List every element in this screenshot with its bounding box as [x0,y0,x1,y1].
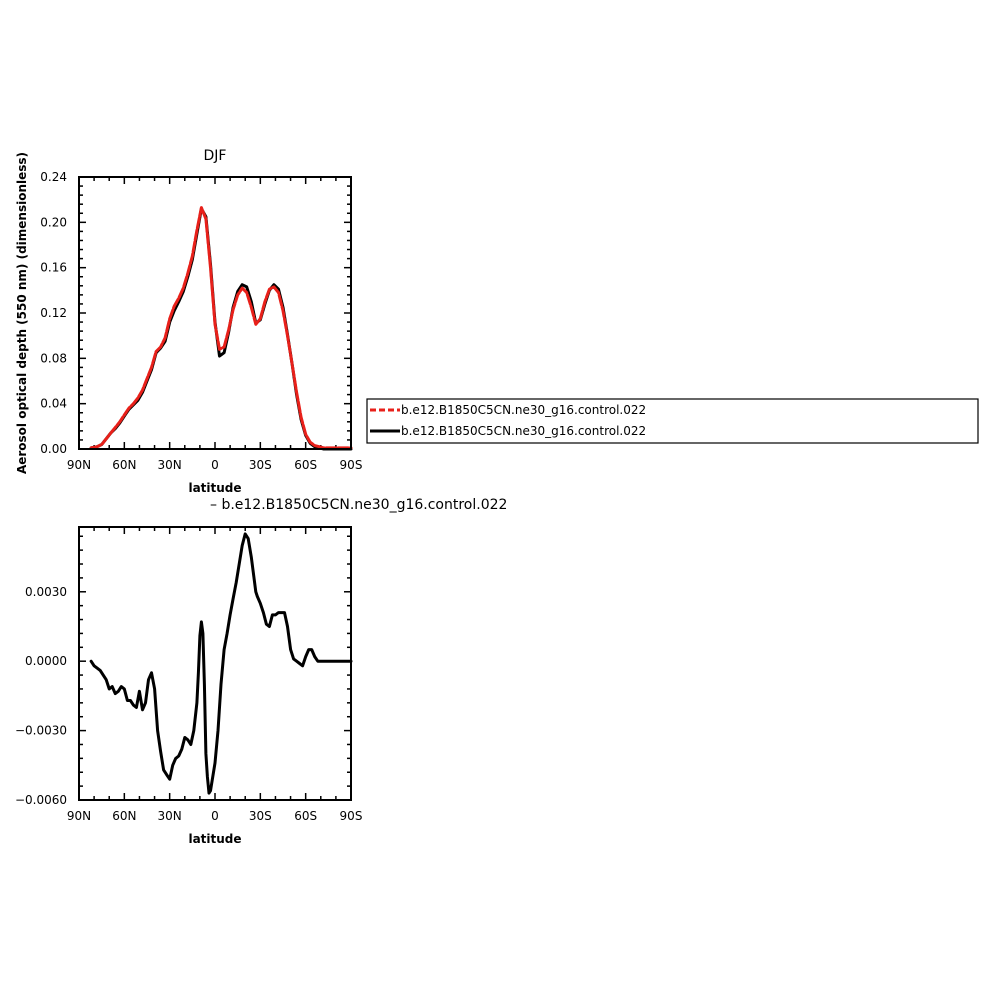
bottom-y-ticks: −0.0060 −0.0030 0.0000 0.0030 [15,535,351,807]
x-tick-label: 30S [249,458,272,472]
x-tick-label: 90N [67,458,91,472]
x-tick-label: 60S [294,809,317,823]
bottom-series-lines [89,532,353,795]
y-tick-label: 0.0000 [25,654,67,668]
y-tick-label: −0.0060 [15,793,67,807]
x-tick-label: 60N [112,809,136,823]
bottom-x-axis-label: latitude [188,832,241,846]
bottom-plot-frame [78,526,352,801]
bottom-panel: – b.e12.B1850C5CN.ne30_g16.control.022 −… [15,497,507,846]
legend-label-1: b.e12.B1850C5CN.ne30_g16.control.022 [401,424,646,438]
y-tick-label: 0.08 [40,351,67,365]
y-tick-label: 0.00 [40,442,67,456]
x-tick-label: 90S [340,809,363,823]
bottom-chart-title: – b.e12.B1850C5CN.ne30_g16.control.022 [210,497,507,513]
y-tick-label: 0.12 [40,306,67,320]
x-tick-label: 30N [158,458,182,472]
top-y-axis-label: Aerosol optical depth (550 nm) (dimensio… [15,152,29,474]
top-plot-frame [78,176,352,450]
series-line-0 [89,206,353,450]
y-tick-label: −0.0030 [15,724,67,738]
legend: b.e12.B1850C5CN.ne30_g16.control.022 b.e… [366,398,979,444]
x-tick-label: 0 [211,458,219,472]
x-tick-label: 90S [340,458,363,472]
y-tick-label: 0.16 [40,261,67,275]
top-x-ticks: 90N 60N 30N 0 30S 60S 90S [67,177,363,472]
x-tick-label: 30S [249,809,272,823]
bottom-x-ticks: 90N 60N 30N 0 30S 60S 90S [67,527,363,823]
top-series-lines [89,206,353,451]
y-tick-label: 0.04 [40,397,67,411]
x-tick-label: 60S [294,458,317,472]
x-tick-label: 30N [158,809,182,823]
series-line-0 [89,532,353,795]
y-tick-label: 0.24 [40,170,67,184]
top-x-axis-label: latitude [188,481,241,495]
top-y-ticks: 0.00 0.04 0.08 0.12 0.16 0.20 0.24 [40,170,351,456]
x-tick-label: 90N [67,809,91,823]
y-tick-label: 0.0030 [25,585,67,599]
legend-label-0: b.e12.B1850C5CN.ne30_g16.control.022 [401,403,646,417]
legend-box [366,398,979,444]
x-tick-label: 0 [211,809,219,823]
y-tick-label: 0.20 [40,215,67,229]
x-tick-label: 60N [112,458,136,472]
series-line-1 [89,207,353,451]
top-panel: DJF 0.00 0.04 0.08 0.12 0.16 0.20 0.24 90N 60N 3… [15,148,362,495]
top-chart-title: DJF [204,148,227,164]
